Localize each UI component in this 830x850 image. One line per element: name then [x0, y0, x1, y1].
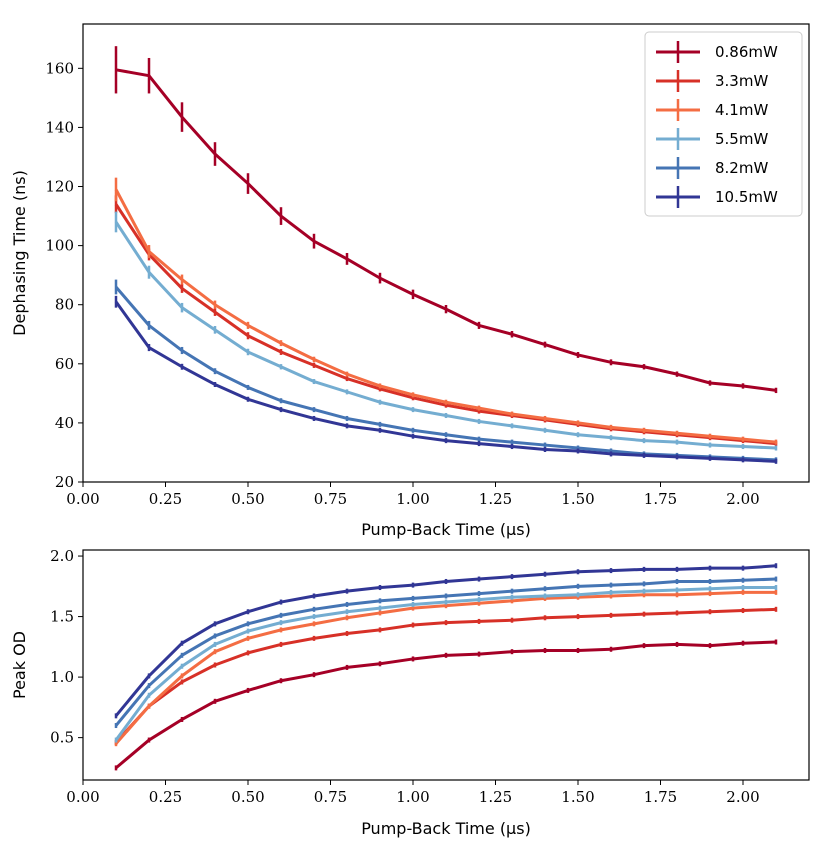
x-tick-label: 2.00 — [726, 490, 759, 508]
x-tick-label: 0.50 — [231, 788, 264, 806]
x-tick-label: 0.50 — [231, 490, 264, 508]
x-tick-label: 0.00 — [66, 490, 99, 508]
legend-label: 8.2mW — [715, 159, 768, 177]
series-0.86mW — [114, 46, 778, 394]
y-tick-label: 60 — [55, 355, 74, 373]
series-line — [114, 203, 777, 446]
x-tick-label: 1.75 — [644, 788, 677, 806]
y-tick-label: 40 — [55, 414, 74, 432]
series-line — [114, 607, 777, 744]
legend-label: 4.1mW — [715, 101, 768, 119]
series-5.5mW — [114, 211, 778, 451]
x-tick-label: 1.75 — [644, 490, 677, 508]
legend-label: 3.3mW — [715, 72, 768, 90]
y-tick-label: 20 — [55, 473, 74, 491]
top-plot-frame — [82, 23, 810, 483]
top-axis-ticks: 0.00 0.25 0.50 0.75 1.00 1.25 1.50 1.75 2.00 20 40… — [45, 59, 759, 508]
x-tick-label: 1.00 — [396, 490, 429, 508]
legend-entry: 8.2mW — [656, 157, 768, 179]
bottom-x-axis-label: Pump-Back Time (μs) — [361, 819, 531, 838]
legend-box — [644, 31, 803, 217]
legend-entry: 4.1mW — [656, 99, 768, 121]
y-tick-label: 100 — [45, 237, 74, 255]
dephasing-time-chart: 0.00 0.25 0.50 0.75 1.00 1.25 1.50 1.75 2.00 20 40… — [10, 23, 810, 539]
x-tick-label: 1.25 — [479, 788, 512, 806]
series-10.5mW — [114, 563, 778, 719]
bottom-y-axis-label: Peak OD — [10, 631, 29, 699]
legend-label: 0.86mW — [715, 43, 778, 61]
x-tick-label: 1.50 — [561, 490, 594, 508]
x-tick-label: 0.25 — [149, 788, 182, 806]
y-tick-label: 80 — [55, 296, 74, 314]
series-line — [115, 640, 777, 770]
y-tick-label: 0.5 — [50, 729, 74, 747]
y-tick-label: 1.0 — [50, 668, 74, 686]
series-3.3mW — [114, 195, 778, 447]
series-0.86mW — [114, 639, 778, 771]
y-tick-label: 1.5 — [50, 608, 74, 626]
x-tick-label: 0.25 — [149, 490, 182, 508]
legend: 0.86mW 3.3mW 4.1mW 5.5mW 8.2mW 10.5mW — [644, 31, 803, 217]
x-tick-label: 0.00 — [66, 788, 99, 806]
x-tick-label: 0.75 — [314, 788, 347, 806]
series-8.2mW — [114, 576, 778, 729]
series-10.5mW — [114, 295, 778, 464]
bottom-axis-ticks: 0.00 0.25 0.50 0.75 1.00 1.25 1.50 1.75 2.00 0.5 1… — [50, 547, 760, 806]
legend-label: 10.5mW — [715, 188, 778, 206]
series-line — [114, 300, 777, 463]
series-4.1mW — [114, 177, 778, 445]
x-tick-label: 0.75 — [314, 490, 347, 508]
y-tick-label: 2.0 — [50, 547, 74, 565]
legend-entry: 5.5mW — [656, 128, 768, 150]
legend-entry: 0.86mW — [656, 41, 778, 63]
legend-entry: 3.3mW — [656, 70, 768, 92]
top-x-axis-label: Pump-Back Time (μs) — [361, 520, 531, 539]
y-tick-label: 140 — [45, 118, 74, 136]
x-tick-label: 1.25 — [479, 490, 512, 508]
bottom-plot-frame — [82, 549, 810, 781]
peak-od-chart: 0.00 0.25 0.50 0.75 1.00 1.25 1.50 1.75 2.00 0.5 1… — [10, 547, 810, 838]
top-y-axis-label: Dephasing Time (ns) — [10, 170, 29, 336]
series-3.3mW — [114, 606, 778, 745]
y-tick-label: 120 — [45, 178, 74, 196]
bottom-data-marks — [114, 563, 778, 771]
series-5.5mW — [114, 585, 778, 743]
y-tick-label: 160 — [45, 59, 74, 77]
x-tick-label: 1.50 — [561, 788, 594, 806]
x-tick-label: 1.00 — [396, 788, 429, 806]
legend-entry: 10.5mW — [656, 186, 778, 208]
top-data-marks — [114, 46, 778, 464]
legend-label: 5.5mW — [715, 130, 768, 148]
x-tick-label: 2.00 — [726, 788, 759, 806]
